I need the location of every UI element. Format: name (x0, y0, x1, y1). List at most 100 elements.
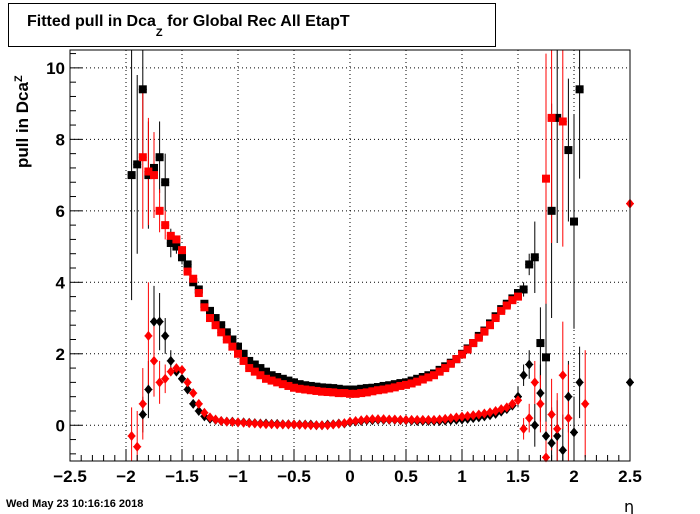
data-point (564, 413, 573, 424)
data-point (222, 328, 231, 337)
data-point (150, 316, 158, 327)
data-point (155, 206, 164, 215)
x-tick-label: 0.5 (394, 467, 418, 486)
data-point (553, 423, 562, 434)
data-point (150, 355, 158, 366)
data-point (239, 356, 248, 365)
data-point (547, 206, 556, 215)
data-point (172, 242, 181, 251)
data-point (290, 378, 298, 387)
data-point (362, 388, 371, 397)
x-tick-label: 1.5 (506, 467, 530, 486)
data-point (497, 306, 506, 315)
data-point (508, 296, 517, 305)
data-point (234, 417, 242, 428)
data-point (368, 387, 377, 396)
data-point (368, 414, 377, 425)
data-point (273, 378, 282, 387)
data-point (318, 383, 326, 392)
data-point (166, 231, 175, 240)
data-point (452, 412, 461, 423)
data-point (502, 301, 511, 310)
data-point (228, 417, 237, 428)
data-point (222, 416, 231, 427)
data-point (262, 374, 270, 383)
data-point (217, 415, 226, 426)
data-point (514, 395, 522, 406)
data-point (211, 314, 220, 323)
x-tick-label: 1 (457, 467, 466, 486)
data-point (200, 303, 209, 312)
data-point (486, 321, 494, 330)
data-point (262, 367, 270, 376)
data-point (323, 388, 332, 397)
data-point (273, 373, 282, 382)
data-markers (127, 85, 634, 463)
data-point (239, 417, 248, 428)
y-tick-label: 0 (56, 416, 65, 435)
data-point (424, 373, 433, 382)
data-point (217, 328, 226, 337)
x-axis-label: η (624, 497, 634, 514)
y-axis-label-sub: Z (13, 75, 25, 82)
data-point (514, 292, 522, 301)
data-point (558, 370, 567, 381)
data-point (250, 360, 259, 369)
data-point (362, 414, 371, 425)
data-point (480, 408, 489, 419)
data-point (346, 416, 354, 427)
data-point (435, 414, 444, 425)
y-tick-label: 2 (56, 345, 65, 364)
data-point (295, 380, 304, 389)
data-point (351, 389, 360, 398)
data-point (194, 398, 203, 409)
data-point (418, 414, 427, 425)
data-point (575, 85, 584, 94)
data-point (474, 333, 483, 342)
data-point (441, 413, 450, 424)
data-point (340, 389, 349, 398)
data-point (446, 413, 455, 424)
data-point (211, 414, 220, 425)
data-point (525, 260, 534, 269)
data-point (575, 377, 584, 388)
data-point (570, 427, 578, 438)
data-point (256, 364, 265, 373)
data-point (547, 409, 556, 420)
data-point (530, 420, 539, 431)
data-point (312, 386, 321, 395)
data-point (570, 217, 578, 226)
data-point (402, 414, 410, 425)
data-point (250, 418, 259, 429)
data-point (161, 330, 170, 341)
data-point (194, 289, 203, 298)
data-point (413, 377, 422, 386)
data-point (127, 171, 136, 180)
data-point (497, 404, 506, 415)
chart-title-sub: Z (155, 27, 163, 40)
x-tick-label: −0.5 (277, 467, 311, 486)
data-point (318, 420, 326, 431)
data-point (301, 385, 310, 394)
data-point (144, 384, 153, 395)
data-point (340, 418, 349, 429)
data-point (278, 374, 287, 383)
data-point (228, 342, 237, 351)
data-point (558, 117, 567, 126)
data-point (362, 384, 371, 393)
data-point (133, 441, 142, 452)
data-point (262, 419, 270, 430)
data-point (312, 382, 321, 391)
data-point (189, 274, 198, 283)
data-point (346, 389, 354, 398)
data-point (290, 419, 298, 430)
data-point (334, 389, 343, 398)
y-axis-label-main: pull in Dca (13, 82, 32, 169)
data-point (295, 384, 304, 393)
x-tick-label: −2 (116, 467, 135, 486)
data-point (385, 414, 394, 425)
data-point (581, 398, 590, 409)
y-tick-label: 4 (56, 273, 66, 292)
data-point (418, 375, 427, 384)
